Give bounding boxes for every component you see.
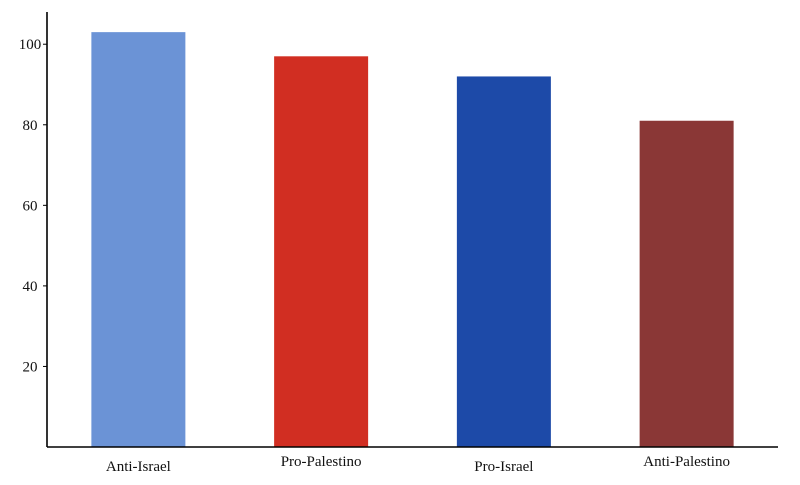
bar-anti-palestino: [639, 120, 734, 447]
y-axis-ticks: 20 40 60 80 100: [19, 37, 47, 375]
x-category-label: Pro-Palestino: [281, 454, 362, 470]
y-tick-label: 100: [19, 37, 42, 53]
bars: [91, 32, 734, 448]
bar-anti-israel: [91, 32, 186, 448]
bar-pro-palestino: [274, 56, 369, 448]
x-category-label: Anti-Israel: [106, 459, 171, 475]
bar-pro-israel: [456, 76, 551, 447]
x-category-label: Pro-Israel: [474, 459, 533, 475]
y-tick-label: 40: [23, 279, 38, 295]
x-axis-labels: Anti-Israel Pro-Palestino Pro-Israel Anti-P…: [106, 454, 730, 475]
y-tick-label: 80: [23, 118, 38, 134]
y-tick-label: 20: [23, 359, 38, 375]
x-category-label: Anti-Palestino: [643, 454, 730, 470]
y-tick-label: 60: [23, 198, 38, 214]
